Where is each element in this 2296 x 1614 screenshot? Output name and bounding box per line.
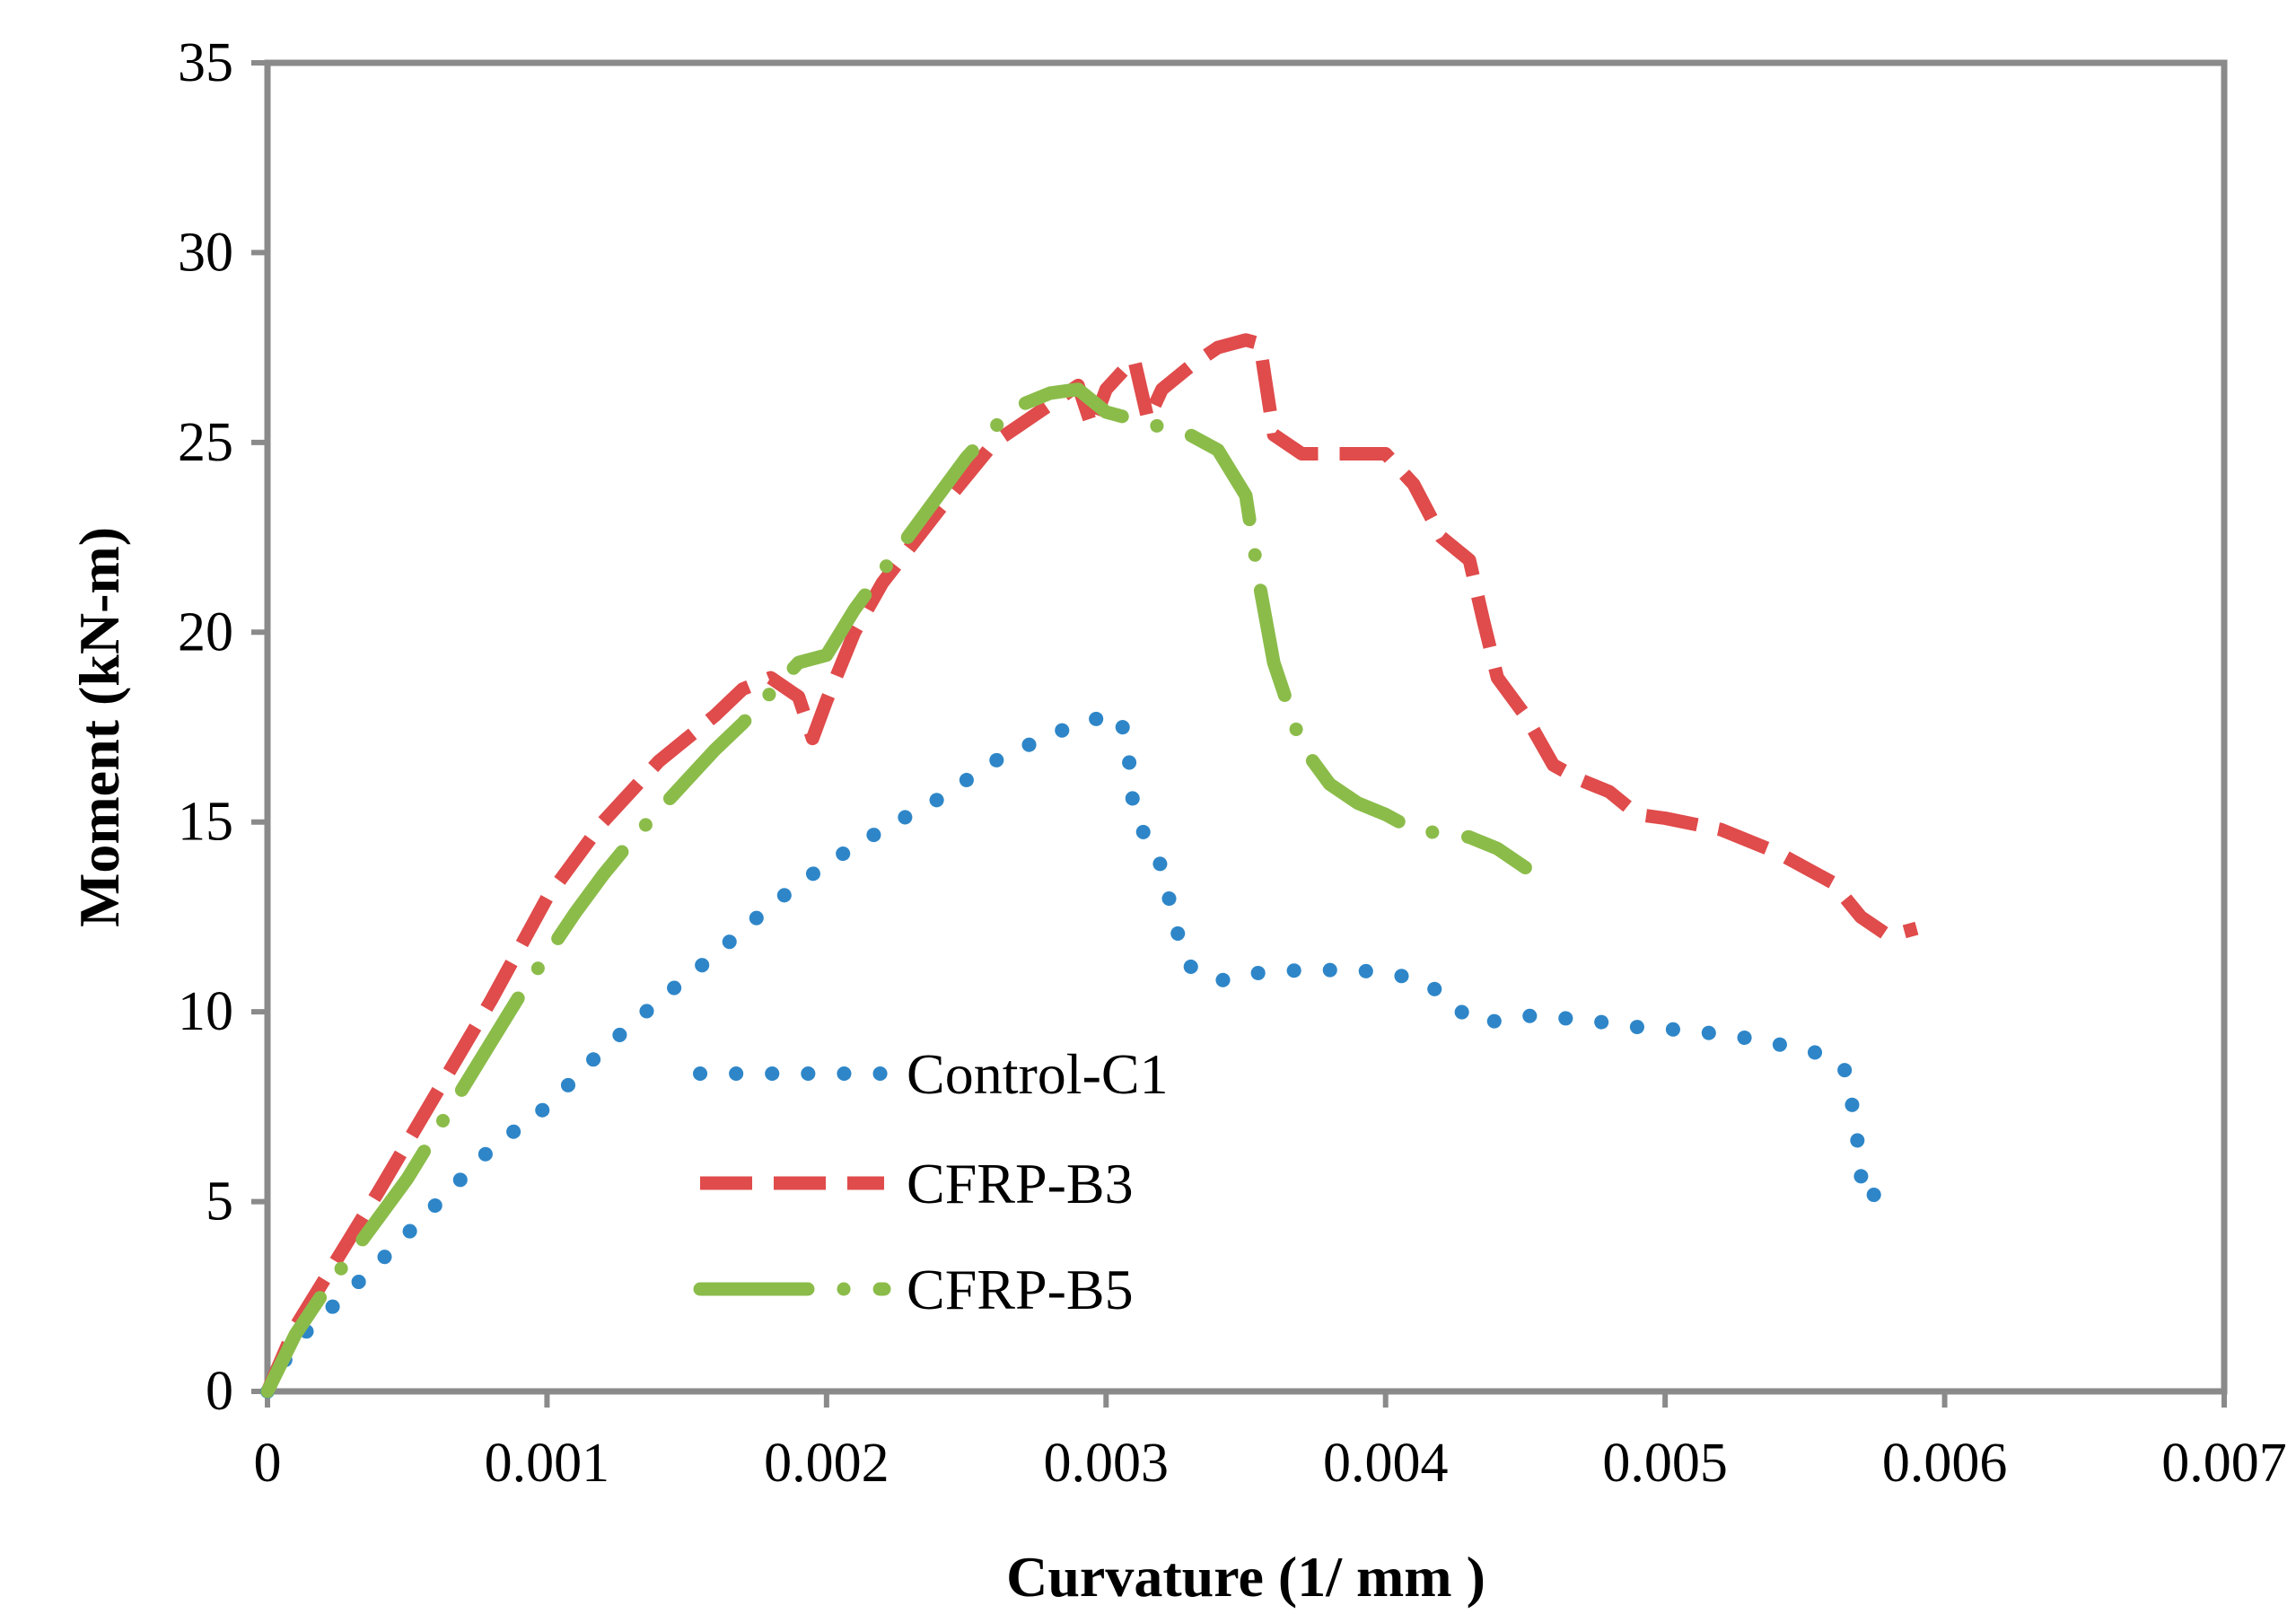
legend-item-control-c1: Control-C1 xyxy=(693,1042,1169,1106)
legend-item-cfrp-b3: CFRP-B3 xyxy=(700,1152,1134,1215)
x-tick-labels: 0 0.001 0.002 0.003 0.004 0.005 0.006 0.007 xyxy=(254,1433,2287,1494)
y-axis-title: Moment (kN-m) xyxy=(67,527,131,927)
legend-label-cfrp-b3: CFRP-B3 xyxy=(907,1152,1134,1215)
y-tick-label: 35 xyxy=(178,32,233,93)
y-tick-label: 25 xyxy=(178,412,233,473)
x-axis-title: Curvature (1/ mm ) xyxy=(1006,1545,1485,1609)
y-tick-label: 0 xyxy=(206,1361,233,1422)
y-tick-label: 20 xyxy=(178,601,233,662)
y-tick-labels: 0 5 10 15 20 25 30 35 xyxy=(178,32,233,1422)
x-tick-label: 0.004 xyxy=(1323,1433,1449,1494)
y-tick-label: 30 xyxy=(178,222,233,283)
x-tick-label: 0.006 xyxy=(1882,1433,2008,1494)
series-layer xyxy=(260,333,1919,1399)
x-tick-label: 0.001 xyxy=(485,1433,610,1494)
x-tick-label: 0.005 xyxy=(1602,1433,1728,1494)
legend-item-cfrp-b5: CFRP-B5 xyxy=(693,1258,1134,1321)
x-tick-label: 0.003 xyxy=(1044,1433,1170,1494)
plot-frame xyxy=(264,59,2228,1395)
legend-label-control-c1: Control-C1 xyxy=(907,1042,1169,1106)
series-cfrp-b5 xyxy=(260,382,1532,1399)
legend-label-cfrp-b5: CFRP-B5 xyxy=(907,1258,1134,1321)
x-tick-label: 0.002 xyxy=(764,1433,889,1494)
y-tick-label: 10 xyxy=(178,981,233,1042)
y-tick-label: 15 xyxy=(178,792,233,853)
series-cfrp-b3 xyxy=(261,333,1919,1394)
x-tick-label: 0.007 xyxy=(2161,1433,2287,1494)
series-line-cfrp-b3 xyxy=(261,333,1919,1394)
legend: Control-C1 CFRP-B3 CFRP-B5 xyxy=(693,1042,1169,1321)
y-tick-label: 5 xyxy=(206,1171,233,1232)
x-tick-label: 0 xyxy=(254,1433,282,1494)
tick-marks xyxy=(251,60,2227,1408)
series-control-c1 xyxy=(260,708,1882,1399)
